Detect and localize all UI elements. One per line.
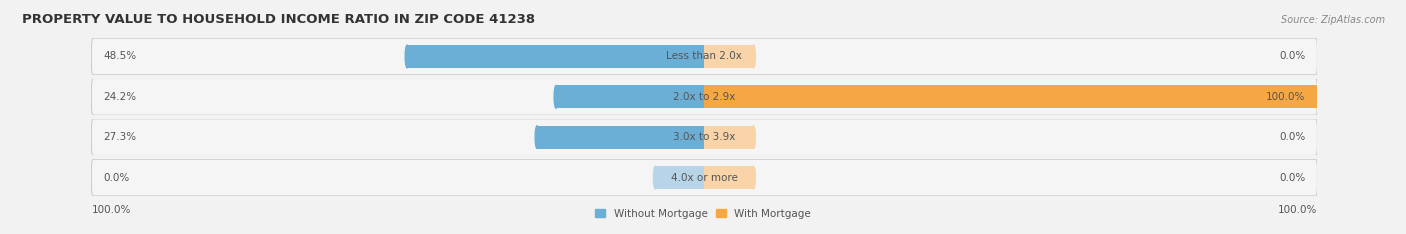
Circle shape bbox=[752, 126, 755, 149]
FancyBboxPatch shape bbox=[91, 38, 1317, 75]
FancyBboxPatch shape bbox=[91, 78, 1317, 115]
Text: 3.0x to 3.9x: 3.0x to 3.9x bbox=[673, 132, 735, 142]
Circle shape bbox=[752, 166, 755, 189]
Text: PROPERTY VALUE TO HOUSEHOLD INCOME RATIO IN ZIP CODE 41238: PROPERTY VALUE TO HOUSEHOLD INCOME RATIO… bbox=[22, 13, 536, 26]
Text: 27.3%: 27.3% bbox=[104, 132, 136, 142]
Text: 0.0%: 0.0% bbox=[1279, 172, 1305, 183]
Circle shape bbox=[654, 166, 657, 189]
FancyBboxPatch shape bbox=[91, 159, 1317, 196]
Bar bbox=[655, 166, 704, 189]
Text: 0.0%: 0.0% bbox=[1279, 132, 1305, 142]
Circle shape bbox=[752, 45, 755, 68]
Bar bbox=[537, 126, 704, 149]
Text: 100.0%: 100.0% bbox=[1265, 92, 1305, 102]
Text: Source: ZipAtlas.com: Source: ZipAtlas.com bbox=[1281, 15, 1385, 25]
Legend: Without Mortgage, With Mortgage: Without Mortgage, With Mortgage bbox=[591, 205, 815, 223]
Bar bbox=[704, 166, 754, 189]
Text: 2.0x to 2.9x: 2.0x to 2.9x bbox=[673, 92, 735, 102]
Circle shape bbox=[536, 126, 538, 149]
Circle shape bbox=[405, 45, 409, 68]
Bar bbox=[704, 126, 754, 149]
Circle shape bbox=[1316, 85, 1319, 108]
Text: 100.0%: 100.0% bbox=[91, 205, 131, 216]
Bar bbox=[704, 45, 754, 68]
Text: 100.0%: 100.0% bbox=[1278, 205, 1317, 216]
Text: 0.0%: 0.0% bbox=[1279, 51, 1305, 62]
Text: 48.5%: 48.5% bbox=[104, 51, 136, 62]
Text: Less than 2.0x: Less than 2.0x bbox=[666, 51, 742, 62]
Text: 24.2%: 24.2% bbox=[104, 92, 136, 102]
Text: 4.0x or more: 4.0x or more bbox=[671, 172, 738, 183]
Text: 0.0%: 0.0% bbox=[104, 172, 129, 183]
Bar bbox=[408, 45, 704, 68]
Circle shape bbox=[554, 85, 558, 108]
Bar bbox=[555, 85, 704, 108]
Bar bbox=[704, 85, 1317, 108]
FancyBboxPatch shape bbox=[91, 119, 1317, 155]
